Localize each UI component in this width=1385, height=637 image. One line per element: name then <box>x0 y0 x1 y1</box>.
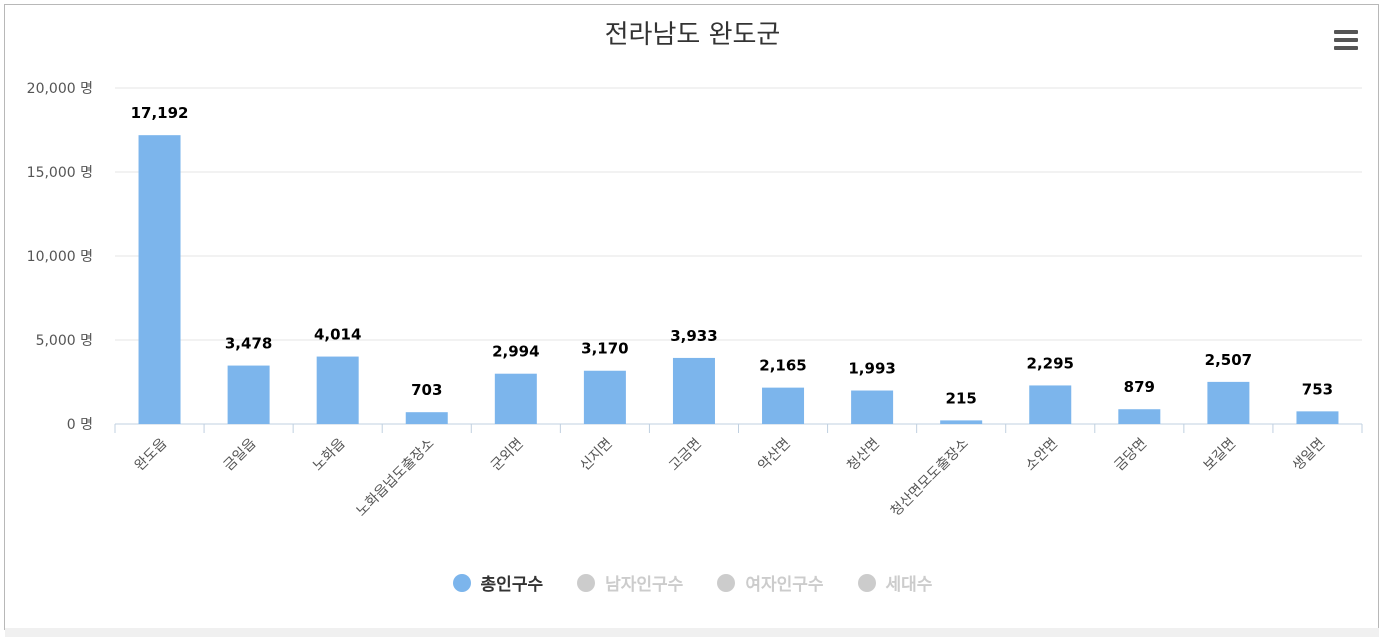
x-tick-label: 고금면 <box>666 436 705 475</box>
x-tick-label: 완도읍 <box>132 435 171 474</box>
bar <box>762 387 805 424</box>
legend-label: 여자인구수 <box>745 575 824 595</box>
bar <box>316 356 359 424</box>
bar <box>1118 409 1161 424</box>
legend-item[interactable]: 세대수 <box>857 570 933 595</box>
chart-container <box>4 4 1379 630</box>
legend-marker-icon <box>857 573 876 592</box>
y-tick-label: 10,000 명 <box>27 249 93 265</box>
chart-title: 전라남도 완도군 <box>604 20 781 50</box>
data-label: 1,993 <box>848 360 895 378</box>
legend-item[interactable]: 총인구수 <box>452 570 544 595</box>
data-label: 215 <box>946 389 977 407</box>
legend-marker-icon <box>577 573 596 592</box>
bar <box>851 390 894 424</box>
data-label: 2,507 <box>1205 351 1252 369</box>
data-label: 2,295 <box>1027 354 1074 372</box>
data-label: 17,192 <box>131 104 189 122</box>
bar <box>405 412 448 424</box>
bottom-scroll-strip <box>5 628 1379 637</box>
bar <box>494 373 537 424</box>
x-tick-label: 청산면모도출장소 <box>888 435 972 519</box>
x-tick-label: 청산면 <box>844 436 883 475</box>
legend-marker-icon <box>452 573 471 592</box>
chart-legend: 총인구수 남자인구수 여자인구수 세대수 <box>0 570 1385 595</box>
legend-label: 총인구수 <box>480 575 544 595</box>
bar <box>227 365 270 424</box>
legend-label: 남자인구수 <box>605 575 684 595</box>
legend-item[interactable]: 여자인구수 <box>717 570 824 595</box>
bar <box>1296 411 1339 424</box>
data-label: 879 <box>1124 378 1155 396</box>
x-tick-label: 금일읍 <box>221 435 260 474</box>
hamburger-menu-icon[interactable] <box>1330 28 1360 52</box>
data-label: 4,014 <box>314 326 361 344</box>
x-tick-label: 생일면 <box>1290 436 1329 475</box>
x-tick-label: 노화읍넙도출장소 <box>353 435 437 519</box>
x-tick-label: 약산면 <box>755 436 794 475</box>
x-tick-label: 노화읍 <box>310 435 349 474</box>
y-tick-label: 20,000 명 <box>27 81 93 97</box>
bar <box>672 357 715 424</box>
x-tick-label: 보길면 <box>1201 436 1240 475</box>
bar-chart: 0 명 5,000 명 10,000 명 15,000 명 20,000 명 17,192… <box>27 81 1363 520</box>
data-label: 3,478 <box>225 335 272 353</box>
y-tick-label: 5,000 명 <box>36 333 93 349</box>
x-tick-label: 금당면 <box>1112 436 1151 475</box>
data-label: 2,165 <box>759 357 806 375</box>
bar <box>138 135 181 425</box>
x-tick-label: 군외면 <box>488 436 527 475</box>
y-tick-label: 0 명 <box>67 417 93 433</box>
data-label: 3,933 <box>670 327 717 345</box>
legend-label: 세대수 <box>885 575 933 595</box>
data-label: 703 <box>411 381 442 399</box>
x-tick-label: 소안면 <box>1022 436 1061 475</box>
data-label: 753 <box>1302 380 1333 398</box>
data-label: 2,994 <box>492 343 539 361</box>
data-label: 3,170 <box>581 340 628 358</box>
legend-item[interactable]: 남자인구수 <box>577 570 683 595</box>
bar <box>1029 385 1072 424</box>
bar <box>1207 381 1250 424</box>
bar <box>940 420 983 424</box>
x-tick-label: 신지면 <box>577 436 616 475</box>
legend-marker-icon <box>717 573 736 592</box>
y-tick-label: 15,000 명 <box>27 165 93 181</box>
bar <box>583 370 626 424</box>
